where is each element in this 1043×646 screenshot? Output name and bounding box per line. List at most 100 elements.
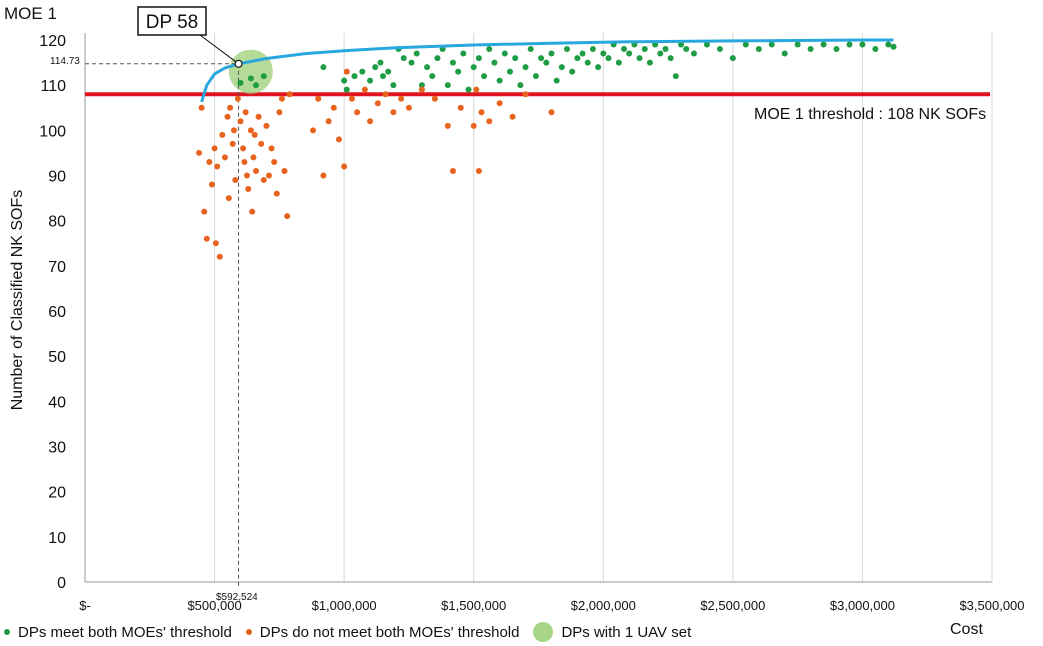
point-not-meet xyxy=(310,127,317,134)
point-meet xyxy=(351,73,358,80)
point-meet xyxy=(569,68,576,75)
point-meet xyxy=(846,41,853,48)
y-tick-label: 80 xyxy=(48,214,66,231)
point-meet xyxy=(341,77,348,84)
point-not-meet xyxy=(390,109,397,116)
point-not-meet xyxy=(251,131,258,138)
point-not-meet xyxy=(286,91,293,98)
y-tick-label: 60 xyxy=(48,304,66,321)
point-meet xyxy=(380,73,387,80)
y-tick-label: 100 xyxy=(39,123,66,140)
point-not-meet xyxy=(431,95,438,102)
point-not-meet xyxy=(203,235,210,242)
point-not-meet xyxy=(470,122,477,129)
points-layer xyxy=(196,41,897,260)
point-meet xyxy=(615,59,622,66)
legend-not-meet-label: DPs do not meet both MOEs' threshold xyxy=(259,623,520,641)
y-tick-label: 20 xyxy=(48,485,66,502)
callout-point xyxy=(234,59,243,68)
point-not-meet xyxy=(240,145,247,152)
point-not-meet xyxy=(276,109,283,116)
threshold-label: MOE 1 threshold : 108 NK SOFs xyxy=(754,106,986,123)
point-meet xyxy=(512,55,519,62)
point-meet xyxy=(367,77,374,84)
point-not-meet xyxy=(206,158,213,165)
point-not-meet xyxy=(444,122,451,129)
point-meet xyxy=(646,59,653,66)
point-not-meet xyxy=(258,140,265,147)
point-not-meet xyxy=(405,104,412,111)
point-meet xyxy=(703,41,710,48)
point-meet xyxy=(605,55,612,62)
point-not-meet xyxy=(278,95,285,102)
point-not-meet xyxy=(229,140,236,147)
point-meet xyxy=(460,50,467,57)
point-not-meet xyxy=(260,177,267,184)
uav-highlight-marker xyxy=(228,49,273,94)
point-meet xyxy=(729,55,736,62)
point-meet xyxy=(820,41,827,48)
x-tick-label: $1,500,000 xyxy=(441,598,506,613)
point-not-meet xyxy=(211,145,218,152)
point-not-meet xyxy=(473,86,480,93)
point-not-meet xyxy=(234,95,241,102)
highlight-layer xyxy=(85,49,273,588)
point-meet xyxy=(872,46,879,53)
legend-item-meet: DPs meet both MOEs' threshold xyxy=(4,624,232,641)
point-not-meet xyxy=(496,100,503,107)
point-not-meet xyxy=(242,109,249,116)
point-not-meet xyxy=(315,95,322,102)
x-tick-label: $3,500,000 xyxy=(959,598,1024,613)
point-not-meet xyxy=(382,91,389,98)
point-meet xyxy=(517,82,524,89)
point-meet xyxy=(418,82,425,89)
point-not-meet xyxy=(243,172,250,179)
point-meet xyxy=(253,82,260,89)
point-not-meet xyxy=(245,186,252,193)
callout-y-value-label: 114.73 xyxy=(50,56,80,67)
point-meet xyxy=(247,75,254,82)
point-not-meet xyxy=(374,100,381,107)
point-not-meet xyxy=(325,118,332,125)
point-not-meet xyxy=(522,91,529,98)
point-meet xyxy=(237,79,244,86)
point-not-meet xyxy=(367,118,374,125)
point-meet xyxy=(390,82,397,89)
point-meet xyxy=(506,68,513,75)
chart-legend: DPs meet both MOEs' threshold DPs do not… xyxy=(4,621,705,643)
callout-label: DP 58 xyxy=(146,12,198,33)
point-not-meet xyxy=(219,131,226,138)
point-not-meet xyxy=(273,190,280,197)
callout-x-value-label: $592,524 xyxy=(216,592,258,603)
point-not-meet xyxy=(208,181,215,188)
point-meet xyxy=(678,41,685,48)
point-meet xyxy=(859,41,866,48)
point-meet xyxy=(481,73,488,80)
point-meet xyxy=(372,64,379,71)
point-not-meet xyxy=(216,253,223,260)
callout-leader xyxy=(199,34,239,65)
x-tick-label: $1,000,000 xyxy=(312,598,377,613)
point-meet xyxy=(690,50,697,57)
point-meet xyxy=(449,59,456,66)
point-not-meet xyxy=(398,95,405,102)
point-meet xyxy=(641,46,648,53)
point-not-meet xyxy=(263,122,270,129)
point-meet xyxy=(833,46,840,53)
point-meet xyxy=(621,46,628,53)
point-not-meet xyxy=(354,109,361,116)
point-meet xyxy=(465,86,472,93)
legend-uav-label: DPs with 1 UAV set xyxy=(561,623,692,641)
point-not-meet xyxy=(201,208,208,215)
point-meet xyxy=(470,64,477,71)
point-meet xyxy=(532,73,539,80)
point-meet xyxy=(579,50,586,57)
point-meet xyxy=(667,55,674,62)
point-meet xyxy=(475,55,482,62)
point-meet xyxy=(343,86,350,93)
point-not-meet xyxy=(271,158,278,165)
y-tick-label: 70 xyxy=(48,259,66,276)
point-not-meet xyxy=(341,163,348,170)
point-meet xyxy=(320,64,327,71)
